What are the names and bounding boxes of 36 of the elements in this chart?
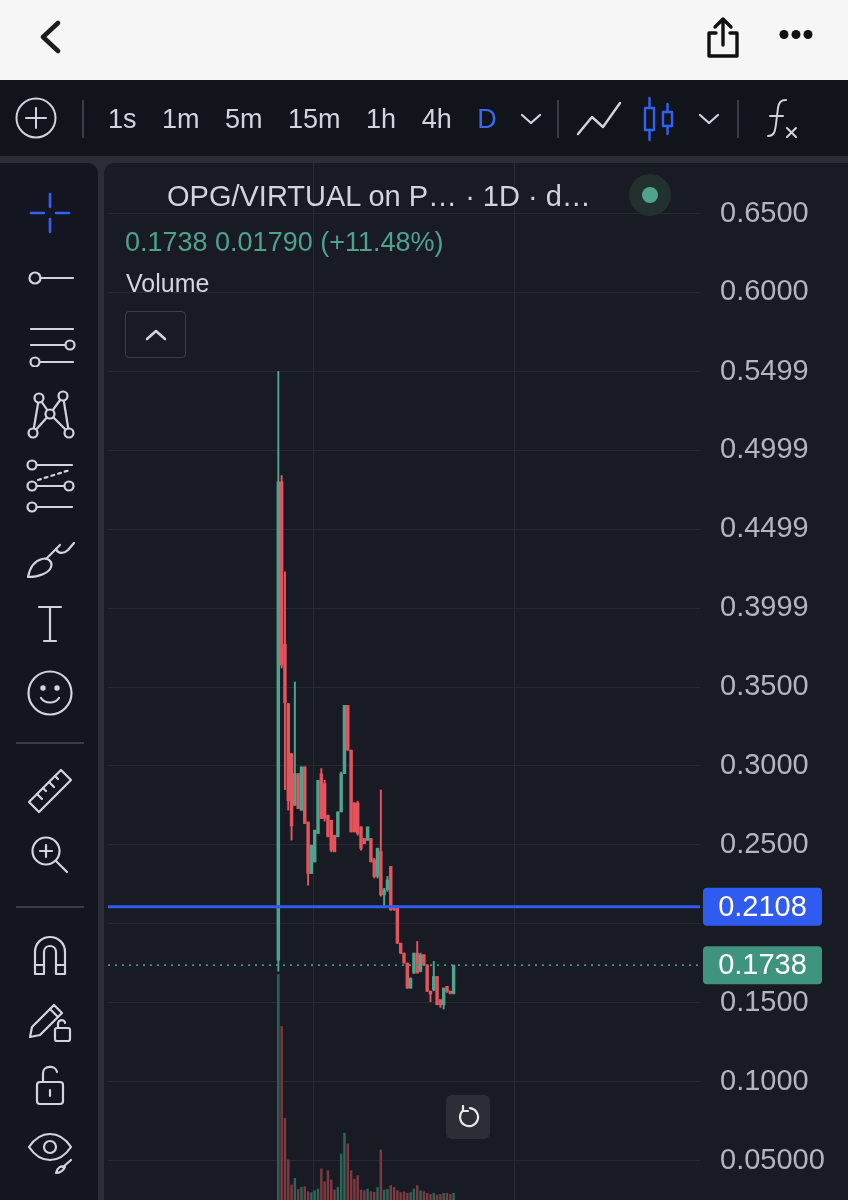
y-tick-label: 0.3000 — [720, 747, 809, 780]
chart-title: Volume — [126, 268, 210, 298]
y-tick-label: 0.1000 — [720, 1063, 809, 1096]
ref-line-label: 0.1738 — [718, 948, 807, 981]
bar — [419, 1190, 422, 1200]
bar — [343, 1132, 346, 1200]
bar — [313, 1190, 316, 1200]
y-tick-label: 0.1500 — [720, 984, 809, 1017]
y-tick-label: 0.5499 — [720, 353, 809, 386]
y-tick-label: 0.6500 — [720, 195, 809, 228]
text: 5m — [225, 103, 263, 135]
text: 1s — [108, 103, 137, 135]
bar — [310, 1192, 313, 1200]
text: 1m — [162, 103, 200, 135]
text: D — [477, 103, 497, 135]
y-tick-label: 0.4999 — [720, 432, 809, 465]
bar — [280, 1026, 283, 1200]
y-tick-label: 0.4499 — [720, 511, 809, 544]
text: 4h — [421, 103, 452, 135]
y-tick-label: 0.05000 — [720, 1142, 825, 1175]
y-tick-label: 0.2500 — [720, 826, 809, 859]
bar — [386, 1189, 389, 1200]
y-tick-label: 0.3999 — [720, 590, 809, 623]
y-tick-label: 0.3500 — [720, 669, 809, 702]
ref-line-label: 0.2108 — [718, 889, 807, 922]
text: 15m — [288, 103, 341, 135]
bar — [356, 1175, 359, 1200]
text: 0.1738 0.01790 (+11.48%) — [125, 226, 444, 258]
bar — [376, 1187, 379, 1200]
bar — [320, 1168, 323, 1200]
bar — [277, 974, 280, 1200]
text: OPG/VIRTUAL on P… · 1D · d… — [167, 179, 591, 213]
y-tick-label: 0.6000 — [720, 274, 809, 307]
bar — [399, 1192, 402, 1200]
bar — [396, 1190, 399, 1200]
text: 1h — [366, 103, 397, 135]
